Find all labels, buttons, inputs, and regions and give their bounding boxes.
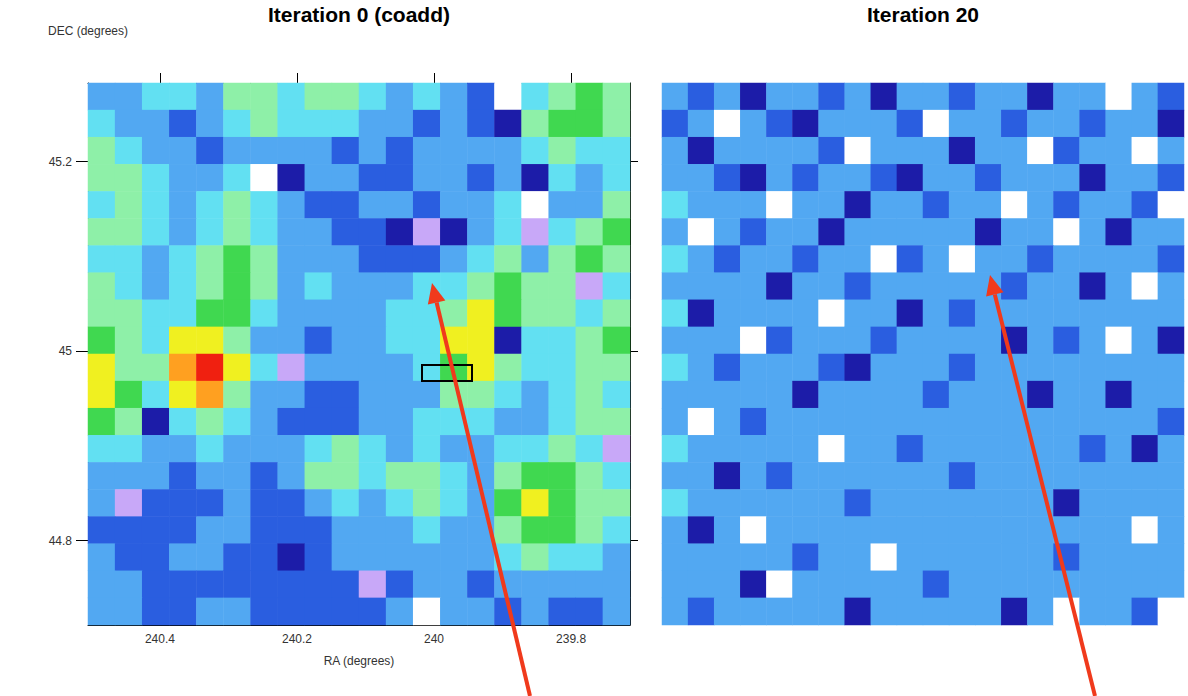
svg-text:45.2: 45.2 — [49, 155, 73, 169]
svg-text:Iteration 0 (coadd): Iteration 0 (coadd) — [268, 3, 450, 26]
svg-text:Iteration 20: Iteration 20 — [867, 3, 979, 26]
svg-text:45: 45 — [59, 344, 73, 358]
svg-text:240: 240 — [424, 632, 444, 646]
svg-text:240.2: 240.2 — [282, 632, 312, 646]
svg-text:RA (degrees): RA (degrees) — [324, 654, 395, 668]
svg-text:DEC (degrees): DEC (degrees) — [48, 24, 128, 38]
svg-text:240.4: 240.4 — [145, 632, 175, 646]
svg-text:44.8: 44.8 — [49, 534, 73, 548]
svg-text:239.8: 239.8 — [556, 632, 586, 646]
